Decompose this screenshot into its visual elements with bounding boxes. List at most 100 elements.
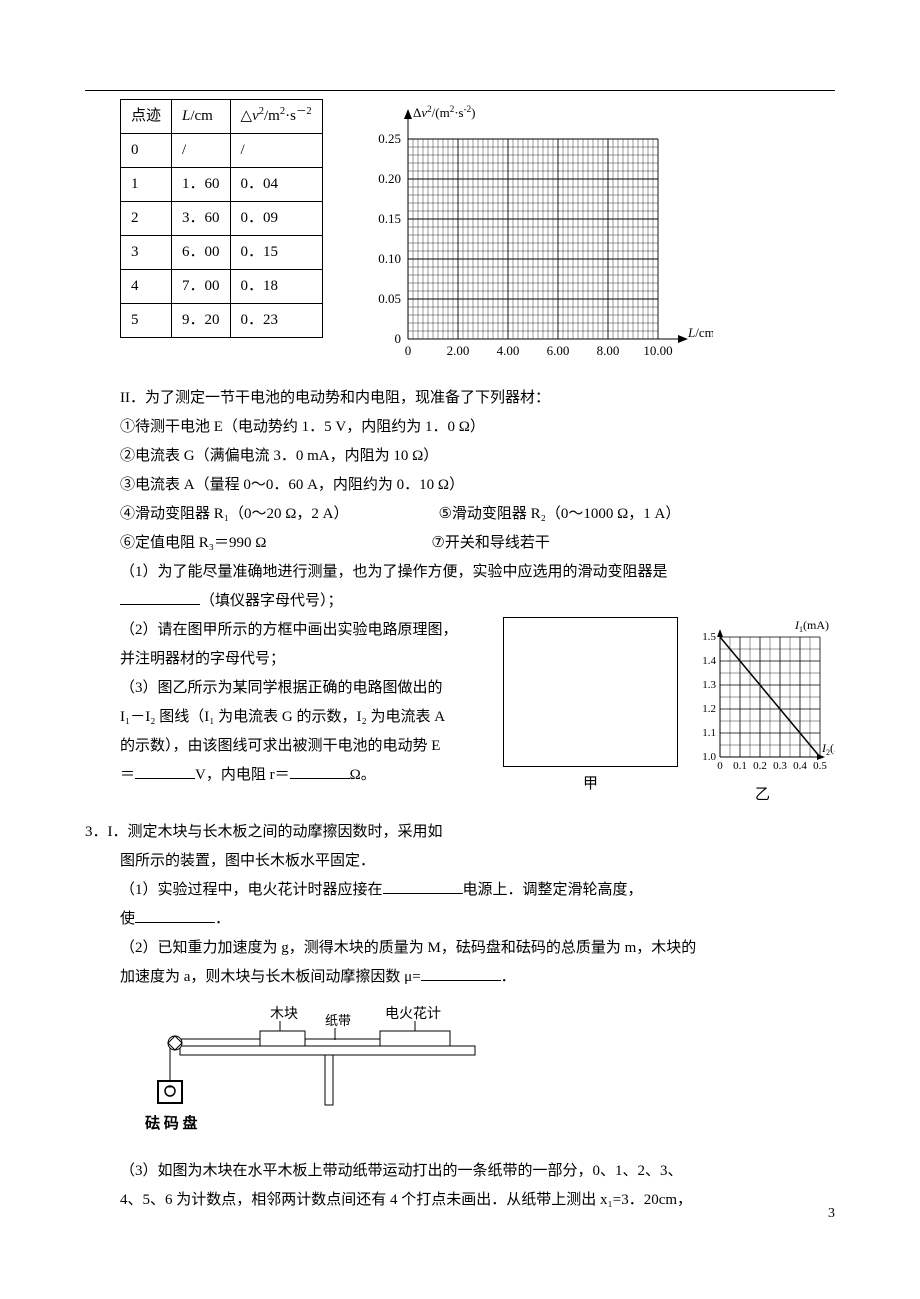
chart1-ytick: 0.10 (378, 251, 401, 266)
q3-sub2b: 加速度为 a，则木块与长木板间动摩擦因数 μ= ． (120, 964, 835, 991)
section-II: II．为了测定一节干电池的电动势和内电阻，现准备了下列器材： ①待测干电池 E（… (120, 385, 835, 809)
cell: 3．60 (172, 202, 231, 236)
chart2-xtick: 0.2 (753, 760, 767, 772)
sec2-item45: ④滑动变阻器 R₁（0～20 Ω，2 A）⑤滑动变阻器 R₂（0～1000 Ω，… (120, 501, 835, 528)
fig-jia-wrap: 甲 (503, 617, 678, 798)
page-number: 3 (828, 1201, 835, 1226)
table-row: 11．600．04 (121, 168, 323, 202)
table-row: 36．000．15 (121, 236, 323, 270)
chart1-ylabel: Δv2/(m2·s-2) (413, 104, 475, 120)
blank-power[interactable] (383, 879, 463, 894)
sec2-q3d: ＝V，内电阻 r＝Ω。 (120, 762, 491, 789)
sec2-item4: ④滑动变阻器 R₁（0～20 Ω，2 A） (120, 506, 348, 522)
cell: 6．00 (172, 236, 231, 270)
col-header-0: 点迹 (121, 100, 172, 134)
sec2-item1: ①待测干电池 E（电动势约 1．5 V，内阻约为 1．0 Ω） (120, 414, 835, 441)
col-header-1: L/cm (172, 100, 231, 134)
sec2-item3: ③电流表 A（量程 0～0．60 A，内阻约为 0．10 Ω） (120, 472, 835, 499)
table-row: 23．600．09 (121, 202, 323, 236)
top-rule (85, 90, 835, 91)
chart2-xtick: 0 (717, 760, 723, 772)
sec2-q1b-line: （填仪器字母代号）； (120, 588, 835, 615)
chart2-ytick: 1.5 (702, 631, 716, 643)
q3-line2: 图所示的装置，图中长木板水平固定． (120, 848, 835, 875)
chart1-xtick: 6.00 (546, 343, 569, 358)
chart2-xtick: 0.3 (773, 760, 787, 772)
q3-sub1: （1）实验过程中，电火花计时器应接在电源上．调整定滑轮高度， (120, 877, 835, 904)
cell: / (172, 134, 231, 168)
data-table: 点迹 L/cm △v2/m2·s－2 0// 11．600．04 23．600．… (120, 99, 323, 338)
cell: 0 (121, 134, 172, 168)
table-row: 47．000．18 (121, 270, 323, 304)
chart1-ytick: 0 (394, 331, 401, 346)
chart1-xtick: 8.00 (596, 343, 619, 358)
cell: 0．23 (230, 304, 322, 338)
chart1-xtick: 2.00 (446, 343, 469, 358)
q3-sub3a: （3）如图为木块在水平木板上带动纸带运动打出的一条纸带的一部分，0、1、2、3、 (120, 1158, 835, 1185)
sec2-q3a: （3）图乙所示为某同学根据正确的电路图做出的 (120, 675, 491, 702)
cell: 5 (121, 304, 172, 338)
q3-sub2a: （2）已知重力加速度为 g，测得木块的质量为 M，砝码盘和砝码的总质量为 m，木… (120, 935, 835, 962)
sec2-q1b: （填仪器字母代号）； (200, 593, 343, 609)
cell: 3 (121, 236, 172, 270)
cell: 7．00 (172, 270, 231, 304)
col-header-2: △v2/m2·s－2 (230, 100, 322, 134)
chart2-ytick: 1.2 (702, 703, 716, 715)
chart2-svg: I1(mA) 1.0 1.1 1.2 1.3 1.4 1.5 0 0.1 0 (690, 617, 835, 782)
q3-sub1c: 使． (120, 906, 835, 933)
sec2-item67: ⑥定值电阻 R₃＝990 Ω⑦开关和导线若干 (120, 530, 835, 557)
sec2-q2a: （2）请在图甲所示的方框中画出实验电路原理图， (120, 617, 491, 644)
chart2-ytick: 1.0 (702, 751, 716, 763)
sec2-q2q3-row: （2）请在图甲所示的方框中画出实验电路原理图， 并注明器材的字母代号； （3）图… (120, 617, 835, 809)
chart2-xtick: 0.4 (793, 760, 807, 772)
col2-sup3: －2 (296, 106, 312, 117)
table-header-row: 点迹 L/cm △v2/m2·s－2 (121, 100, 323, 134)
chart1-ytick: 0.20 (378, 171, 401, 186)
cell: 0．04 (230, 168, 322, 202)
q3-sub1a: （1）实验过程中，电火花计时器应接在 (120, 882, 383, 898)
cell: 2 (121, 202, 172, 236)
blank-pulley[interactable] (135, 908, 215, 923)
col2-unit-a: /m (264, 108, 280, 124)
cell: 1 (121, 168, 172, 202)
chart1-xtick: 4.00 (496, 343, 519, 358)
chart1-xtick: 10.00 (643, 343, 672, 358)
table-row: 59．200．23 (121, 304, 323, 338)
table-row: 0// (121, 134, 323, 168)
sec2-q3b: I₁－I₂ 图线（I₁ 为电流表 G 的示数，I₂ 为电流表 A (120, 704, 491, 731)
q3-sub2c: ． (501, 969, 516, 985)
col1-unit: /cm (190, 108, 213, 124)
blank-rheostat[interactable] (120, 590, 200, 605)
sec2-q3c: 的示数），由该图线可求出被测干电池的电动势 E (120, 733, 491, 760)
blank-r[interactable] (290, 764, 350, 779)
diag-label-tape: 纸带 (325, 1013, 351, 1028)
fig-yi-wrap: I1(mA) 1.0 1.1 1.2 1.3 1.4 1.5 0 0.1 0 (690, 617, 835, 809)
chart2-ylabel: I1(mA) (794, 618, 829, 634)
sec2-q1: （1）为了能尽量准确地进行测量，也为了操作方便，实验中应选用的滑动变阻器是 (120, 559, 835, 586)
chart2-ytick: 1.4 (702, 655, 716, 667)
cell: 9．20 (172, 304, 231, 338)
q3-sub2b-text: 加速度为 a，则木块与长木板间动摩擦因数 μ= (120, 969, 421, 985)
apparatus-diagram: 木块 纸带 电火花计 (120, 1003, 835, 1138)
chart1-xlabel: L/cm (687, 325, 713, 340)
cell: 0．09 (230, 202, 322, 236)
chart2-xlabel: I2(A) (821, 741, 835, 757)
sec2-title: II．为了测定一节干电池的电动势和内电阻，现准备了下列器材： (120, 385, 835, 412)
cell: 4 (121, 270, 172, 304)
q3-line1: 3．I．测定木块与长木板之间的动摩擦因数时，采用如 (85, 819, 835, 846)
cell: / (230, 134, 322, 168)
sec2-q2b: 并注明器材的字母代号； (120, 646, 491, 673)
top-row: 点迹 L/cm △v2/m2·s－2 0// 11．600．04 23．600．… (120, 99, 835, 367)
chart1-ytick: 0.05 (378, 291, 401, 306)
fig-yi-label: 乙 (690, 782, 835, 809)
cell: 1．60 (172, 168, 231, 202)
sec2-q3d-u1: V，内电阻 r＝ (195, 767, 290, 783)
sec2-item6: ⑥定值电阻 R₃＝990 Ω (120, 535, 266, 551)
blank-mu[interactable] (421, 966, 501, 981)
blank-emf[interactable] (135, 764, 195, 779)
q3-sub1c-pre: 使 (120, 911, 135, 927)
col2-delta: △ (241, 108, 253, 124)
chart1-ytick: 0.25 (378, 131, 401, 146)
fig-jia-label: 甲 (503, 771, 678, 798)
diag-label-block: 木块 (270, 1006, 298, 1022)
